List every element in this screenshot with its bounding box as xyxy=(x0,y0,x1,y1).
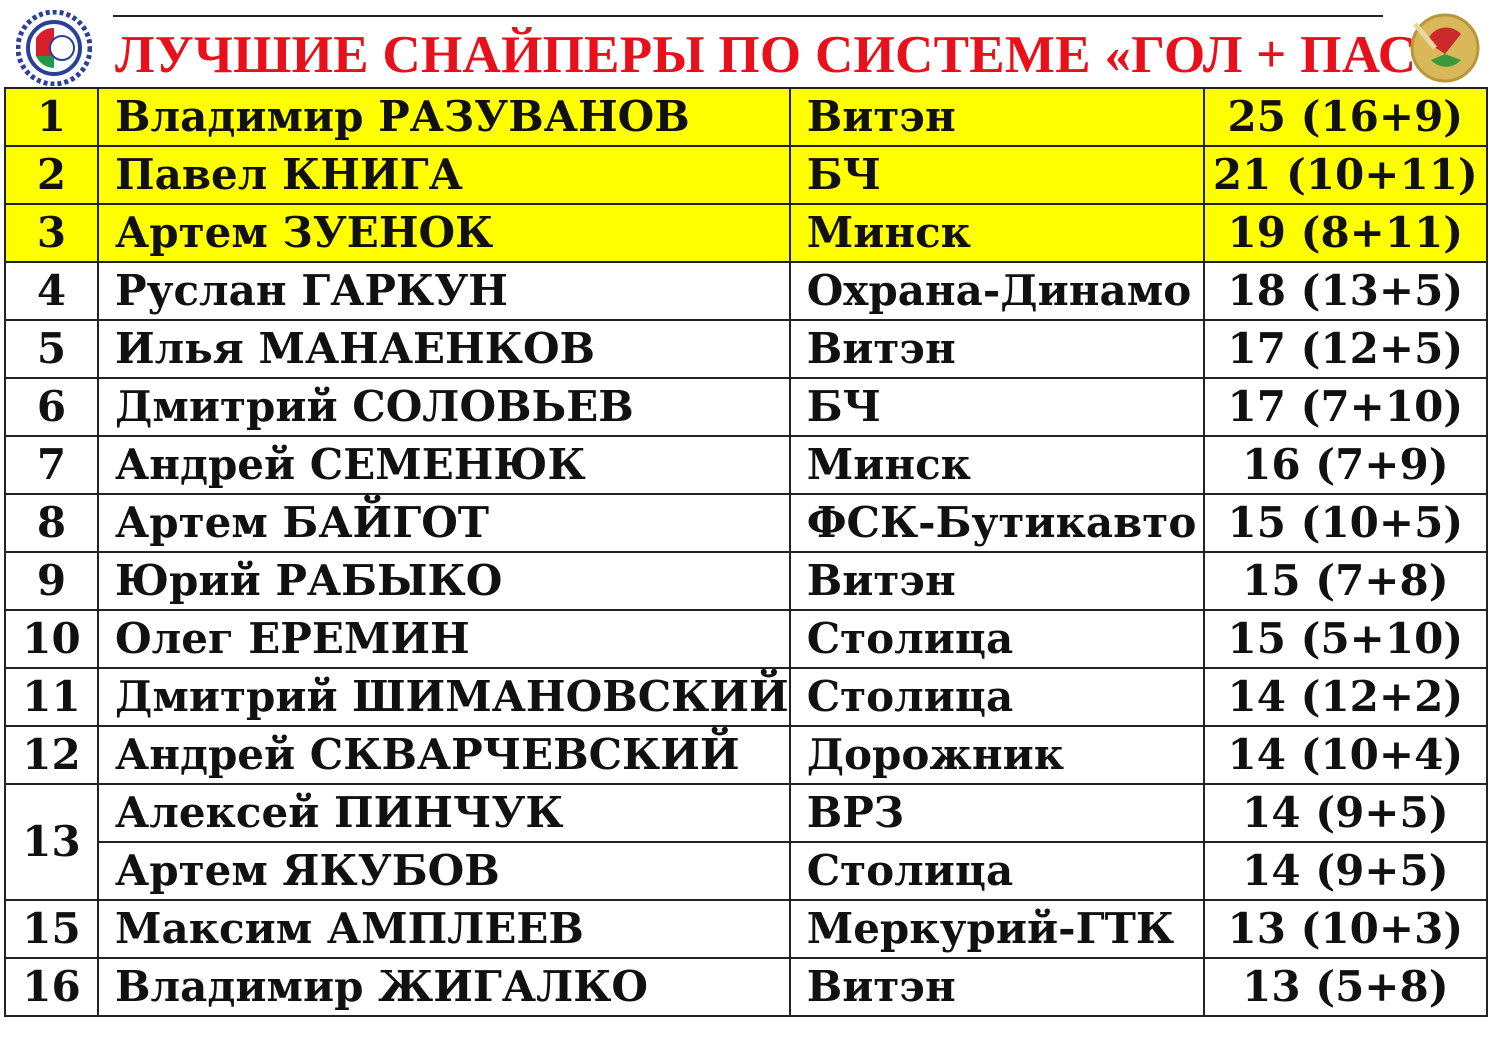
cell-points: 17 (12+5) xyxy=(1202,319,1489,379)
cell-team: Столица xyxy=(788,667,1205,727)
cell-rank: 2 xyxy=(4,145,99,205)
cell-points: 16 (7+9) xyxy=(1202,435,1489,495)
cell-team: Витэн xyxy=(788,551,1205,611)
table-row: 8 Артем БАЙГОТ ФСК-Бутикавто 15 (10+5) xyxy=(4,493,1489,553)
cell-rank: 12 xyxy=(4,725,99,785)
cell-points: 14 (9+5) xyxy=(1202,783,1489,843)
cell-rank: 11 xyxy=(4,667,99,727)
cell-rank: 3 xyxy=(4,203,99,263)
cell-points: 15 (5+10) xyxy=(1202,609,1489,669)
cell-name: Дмитрий СОЛОВЬЕВ xyxy=(97,377,791,437)
cell-team: Дорожник xyxy=(788,725,1205,785)
cell-rank: 7 xyxy=(4,435,99,495)
cell-rank: 13 xyxy=(4,783,99,901)
cell-points: 21 (10+11) xyxy=(1202,145,1489,205)
cell-team: Меркурий-ГТК xyxy=(788,899,1205,959)
cell-points: 18 (13+5) xyxy=(1202,261,1489,321)
table-row: 13 Алексей ПИНЧУК ВРЗ 14 (9+5) xyxy=(4,783,1489,901)
cell-rank: 9 xyxy=(4,551,99,611)
cell-name: Артем БАЙГОТ xyxy=(97,493,791,553)
table-row: 5 Илья МАНАЕНКОВ Витэн 17 (12+5) xyxy=(4,319,1489,379)
table-row: 6 Дмитрий СОЛОВЬЕВ БЧ 17 (7+10) xyxy=(4,377,1489,437)
cell-rank: 6 xyxy=(4,377,99,437)
federation-logo-icon xyxy=(16,10,92,86)
cell-name: Андрей СЕМЕНЮК xyxy=(97,435,791,495)
cell-team: Витэн xyxy=(788,319,1205,379)
cell-rank: 5 xyxy=(4,319,99,379)
table-row: 3 Артем ЗУЕНОК Минск 19 (8+11) xyxy=(4,203,1489,263)
cell-name: Руслан ГАРКУН xyxy=(97,261,791,321)
cell-rank: 8 xyxy=(4,493,99,553)
cell-team: Столица xyxy=(788,609,1205,669)
table-row: Артем ЯКУБОВ Столица 14 (9+5) xyxy=(5,841,1489,901)
cell-name: Андрей СКВАРЧЕВСКИЙ xyxy=(97,725,791,785)
cell-name: Павел КНИГА xyxy=(97,145,791,205)
table-row: 10 Олег ЕРЕМИН Столица 15 (5+10) xyxy=(4,609,1489,669)
cell-name: Владимир ЖИГАЛКО xyxy=(97,957,791,1017)
cell-team: Столица xyxy=(788,841,1205,901)
cell-points: 15 (7+8) xyxy=(1202,551,1489,611)
cell-points: 25 (16+9) xyxy=(1202,87,1489,147)
table-row: 2 Павел КНИГА БЧ 21 (10+11) xyxy=(4,145,1489,205)
cell-name: Олег ЕРЕМИН xyxy=(97,609,791,669)
table-row: 1 Владимир РАЗУВАНОВ Витэн 25 (16+9) xyxy=(4,87,1489,147)
cell-team: БЧ xyxy=(788,377,1205,437)
scorers-table: 1 Владимир РАЗУВАНОВ Витэн 25 (16+9) 2 Павел … xyxy=(4,87,1489,1017)
cell-rank: 15 xyxy=(4,899,99,959)
cell-rank: 1 xyxy=(4,87,99,147)
cell-rank: 4 xyxy=(4,261,99,321)
cell-name: Дмитрий ШИМАНОВСКИЙ xyxy=(97,667,791,727)
cell-team: ВРЗ xyxy=(788,783,1205,843)
table-row: 4 Руслан ГАРКУН Охрана-Динамо 18 (13+5) xyxy=(4,261,1489,321)
cell-rank: 10 xyxy=(4,609,99,669)
cell-name: Артем ЗУЕНОК xyxy=(97,203,791,263)
table-row: 9 Юрий РАБЫКО Витэн 15 (7+8) xyxy=(4,551,1489,611)
cell-points: 14 (9+5) xyxy=(1202,841,1489,901)
table-row: 15 Максим АМПЛЕЕВ Меркурий-ГТК 13 (10+3) xyxy=(4,899,1489,959)
cell-points: 14 (10+4) xyxy=(1202,725,1489,785)
cell-points: 13 (5+8) xyxy=(1202,957,1489,1017)
cell-points: 19 (8+11) xyxy=(1202,203,1489,263)
header-rule xyxy=(113,15,1383,17)
cell-team: Витэн xyxy=(788,957,1205,1017)
cell-name: Илья МАНАЕНКОВ xyxy=(97,319,791,379)
cell-points: 17 (7+10) xyxy=(1202,377,1489,437)
cell-name: Владимир РАЗУВАНОВ xyxy=(97,87,791,147)
cell-points: 14 (12+2) xyxy=(1202,667,1489,727)
cell-team: Минск xyxy=(788,435,1205,495)
cell-name: Алексей ПИНЧУК xyxy=(97,783,791,843)
gold-emblem-icon xyxy=(1410,13,1480,83)
cell-points: 13 (10+3) xyxy=(1202,899,1489,959)
cell-rank: 16 xyxy=(4,957,99,1017)
cell-team: Минск xyxy=(788,203,1205,263)
cell-name: Артем ЯКУБОВ xyxy=(97,841,791,901)
cell-name: Максим АМПЛЕЕВ xyxy=(97,899,791,959)
cell-team: Охрана-Динамо xyxy=(788,261,1205,321)
cell-team: ФСК-Бутикавто xyxy=(788,493,1205,553)
cell-team: Витэн xyxy=(788,87,1205,147)
table-row: 16 Владимир ЖИГАЛКО Витэн 13 (5+8) xyxy=(4,957,1489,1017)
cell-points: 15 (10+5) xyxy=(1202,493,1489,553)
cell-name: Юрий РАБЫКО xyxy=(97,551,791,611)
table-row: 7 Андрей СЕМЕНЮК Минск 16 (7+9) xyxy=(4,435,1489,495)
cell-team: БЧ xyxy=(788,145,1205,205)
table-row: 11 Дмитрий ШИМАНОВСКИЙ Столица 14 (12+2) xyxy=(4,667,1489,727)
page-title: ЛУЧШИЕ СНАЙПЕРЫ ПО СИСТЕМЕ «ГОЛ + ПАС» xyxy=(115,26,1444,84)
table-row: 12 Андрей СКВАРЧЕВСКИЙ Дорожник 14 (10+4) xyxy=(4,725,1489,785)
